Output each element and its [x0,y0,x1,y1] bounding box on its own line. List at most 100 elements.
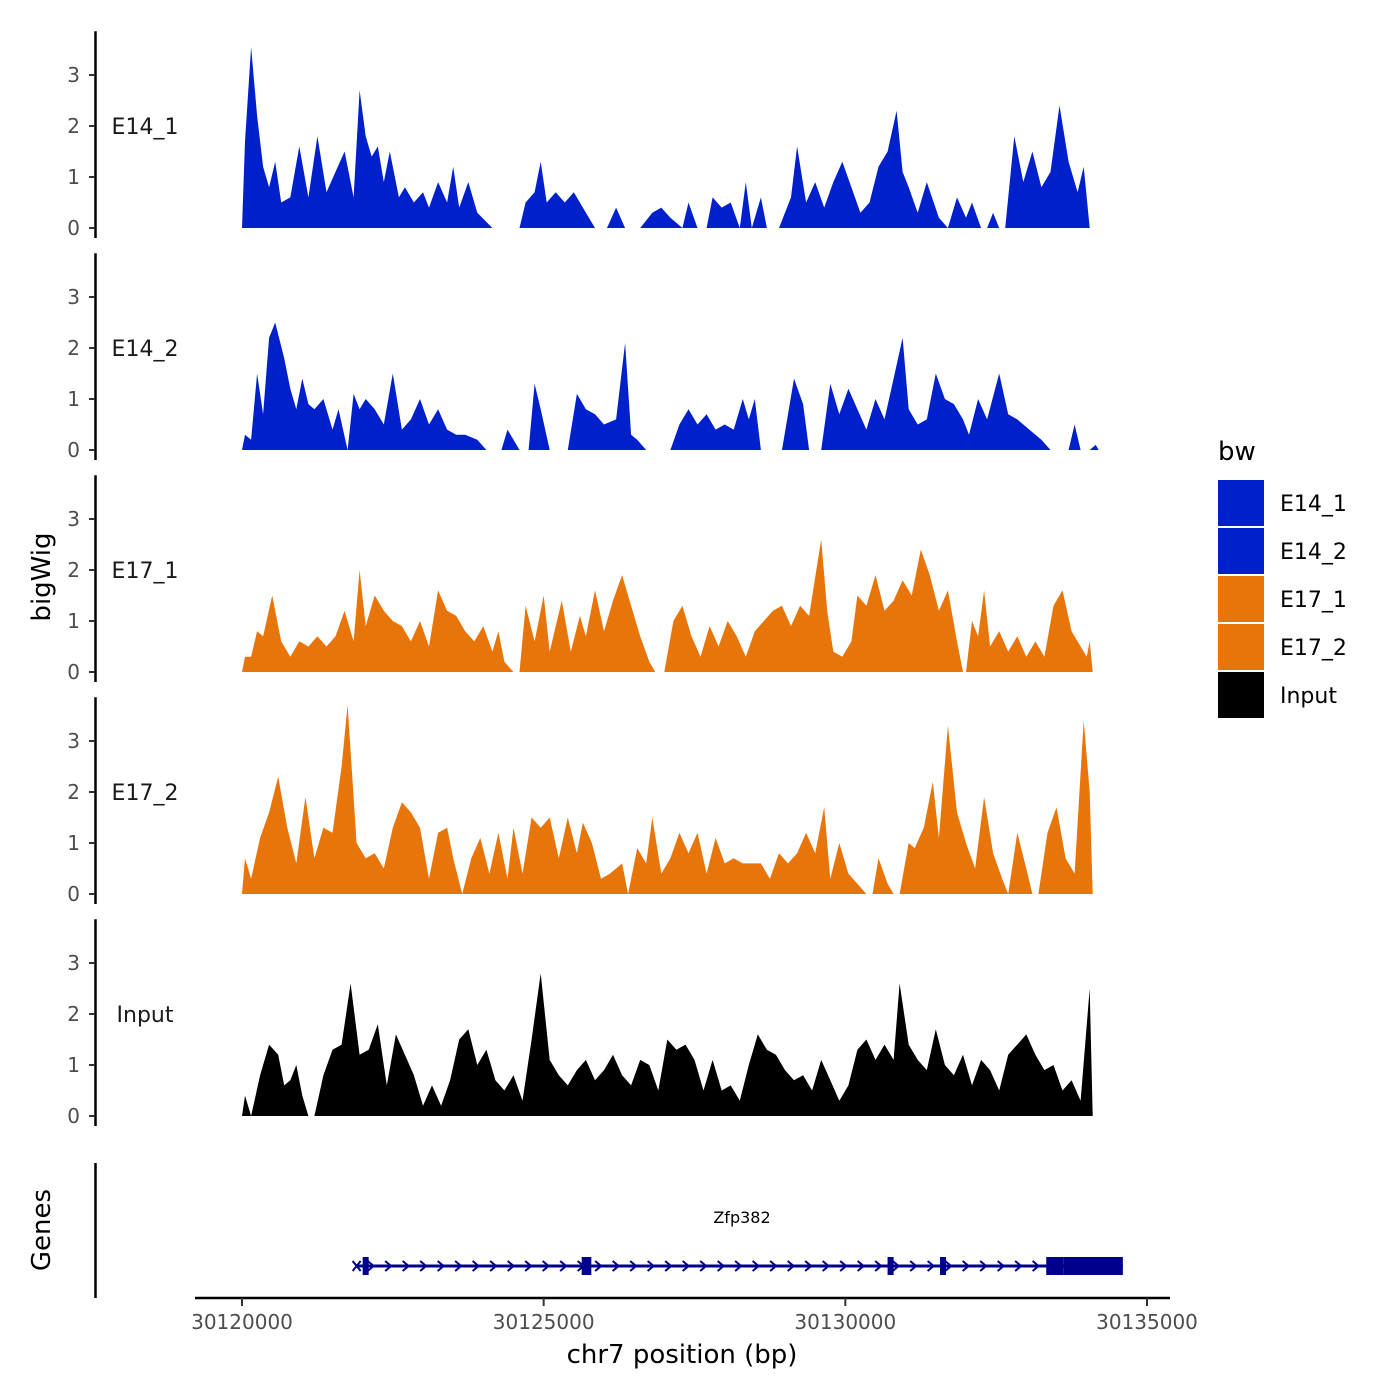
legend-swatch [1218,624,1264,670]
strand-arrow [734,1260,743,1272]
legend-swatch [1218,576,1264,622]
y-tick-label: 1 [67,1053,80,1077]
strand-arrow [454,1260,463,1272]
legend-label: E14_1 [1280,492,1347,517]
signal-area [670,399,761,450]
signal-area [751,197,767,228]
exon [940,1257,947,1275]
strand-arrow [751,1260,761,1272]
x-tick-label: 30120000 [191,1310,293,1334]
exon [581,1257,592,1275]
legend-label: Input [1280,684,1337,709]
signal-area [987,212,1000,228]
signal-area [1005,105,1090,228]
strand-arrow [944,1260,953,1272]
y-tick-label: 2 [67,336,80,360]
track-input: 0 1 2 3 Input [67,919,1093,1128]
signal-area [242,570,514,672]
signal-area [607,207,626,228]
signal-area [1089,444,1099,450]
legend: bw E14_1 E14_2 E17_1 E17_2 Input [1218,437,1347,718]
strand-arrow [1031,1260,1041,1272]
strand-arrow [1014,1260,1023,1272]
track-label: E17_1 [112,559,179,584]
y-tick-label: 0 [67,882,80,906]
y-tick-label: 2 [67,1002,80,1026]
signal-area [519,575,656,672]
y-tick-label: 0 [67,660,80,684]
strand-arrow [996,1260,1006,1272]
signal-area [519,161,595,228]
signal-area [664,539,963,672]
track-label: E14_2 [112,337,179,362]
track-e17-1: 0 1 2 3 E17_1 [67,475,1093,684]
y-tick-label: 1 [67,387,80,411]
strand-arrow [926,1260,936,1272]
signal-area [682,202,698,228]
signal-area [314,973,1093,1116]
y-tick-label: 3 [67,63,80,87]
y-tick-label: 1 [67,609,80,633]
signal-area [347,373,487,450]
strand-arrow [769,1260,778,1272]
signal-area [966,590,1093,672]
signal-area [242,1044,309,1116]
x-tick-label: 30130000 [794,1310,896,1334]
strand-arrow [891,1260,901,1272]
y-tick-label: 1 [67,165,80,189]
legend-swatch [1218,528,1264,574]
strand-arrow [419,1260,428,1272]
y-tick-label: 3 [67,285,80,309]
signal-area [242,322,348,450]
strand-arrow [856,1260,866,1272]
signal-area [242,47,493,228]
exon [362,1257,369,1275]
exon [1046,1257,1064,1275]
legend-label: E17_2 [1280,636,1347,661]
y-tick-label: 3 [67,951,80,975]
legend-swatch [1218,480,1264,526]
strand-arrow [699,1260,708,1272]
strand-arrow [786,1260,796,1272]
strand-arrow [664,1260,673,1272]
legend-swatch [1218,672,1264,718]
strand-arrow [821,1260,831,1272]
y-tick-label: 2 [67,780,80,804]
track-label: Input [117,1003,174,1028]
signal-area [242,705,463,894]
strand-arrow [979,1260,988,1272]
strand-arrow [611,1260,621,1272]
x-axis-title: chr7 position (bp) [567,1340,798,1370]
legend-label: E14_2 [1280,540,1347,565]
y-tick-label: 0 [67,216,80,240]
signal-area [628,807,867,894]
track-e17-2: 0 1 2 3 E17_2 [67,697,1093,906]
signal-area [640,207,683,228]
strand-arrow [541,1260,551,1272]
y-tick-label: 3 [67,507,80,531]
gene-name-label: Zfp382 [713,1208,770,1227]
signal-area [462,817,629,894]
x-tick-label: 30125000 [493,1310,595,1334]
signal-area [1038,720,1093,894]
strand-arrow [436,1260,446,1272]
strand-arrow [646,1260,656,1272]
signal-area [706,197,740,228]
exon [887,1257,894,1275]
signal-area [1008,832,1033,894]
signal-area [872,858,894,894]
strand-arrow [716,1260,726,1272]
y-tick-label: 0 [67,1104,80,1128]
strand-arrow [681,1260,691,1272]
signal-area [947,197,982,228]
y-tick-label: 3 [67,729,80,753]
strand-arrow [839,1260,848,1272]
y-tick-label: 2 [67,558,80,582]
signal-area [899,725,1009,894]
strand-arrow [489,1260,498,1272]
strand-arrow [629,1260,638,1272]
strand-arrow [506,1260,516,1272]
y-tick-label: 0 [67,438,80,462]
strand-arrow [874,1260,883,1272]
